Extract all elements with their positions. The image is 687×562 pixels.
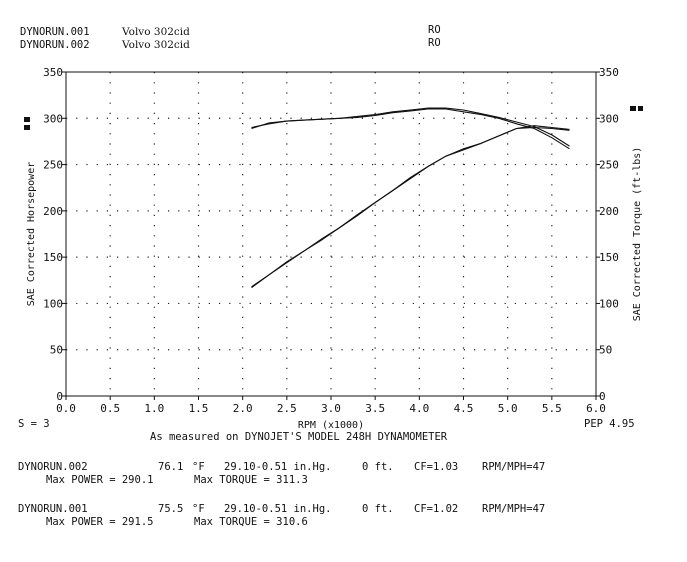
series-line-1 [251, 126, 570, 288]
run-temp: 76.1 [158, 461, 184, 473]
x-tick-label: 2.5 [277, 402, 297, 415]
run-alt: 0 ft. [362, 503, 394, 515]
series-line-2 [251, 108, 570, 150]
measured-on-label: As measured on DYNOJET'S MODEL 248H DYNA… [150, 431, 448, 443]
y-tick-label-right: 50 [599, 344, 612, 357]
x-tick-label: 5.0 [498, 402, 518, 415]
x-tick-label: 2.0 [233, 402, 253, 415]
y-tick-label-right: 350 [599, 66, 619, 79]
legend-marker-right [630, 106, 636, 111]
run-temp-unit: °F [192, 461, 205, 473]
x-tick-label: 1.0 [144, 402, 164, 415]
run-temp: 75.5 [158, 503, 184, 515]
y-tick-label-right: 100 [599, 297, 619, 310]
x-tick-label: 3.0 [321, 402, 341, 415]
series-line-3 [251, 107, 570, 147]
run-cf: CF=1.02 [414, 503, 459, 515]
y-tick-label-left: 350 [43, 66, 63, 79]
y-tick-label-right: 250 [599, 159, 619, 172]
run-file: DYNORUN.002 [18, 461, 88, 473]
run-max-power: Max POWER = 291.5 [46, 516, 154, 528]
x-ticks: 0.0 0.5 1.0 1.5 2.0 2.5 3.0 3.5 4.0 4.5 5.0 5.5 6.0 [56, 396, 606, 415]
y-tick-label-left: 100 [43, 297, 63, 310]
run2-name-label: Volvo 302cid [122, 39, 190, 51]
run-rpm-mph: RPM/MPH=47 [482, 503, 546, 515]
legend-marker-left [24, 117, 30, 122]
y-tick-label-left: 50 [50, 344, 63, 357]
y-tick-label-left: 200 [43, 205, 63, 218]
pep-label: PEP 4.95 [584, 418, 635, 430]
run1-tag-label: RO [428, 24, 441, 36]
y-tick-label-left: 300 [43, 112, 63, 125]
run-rpm-mph: RPM/MPH=47 [482, 461, 546, 473]
run2-tag-label: RO [428, 37, 441, 49]
run-alt: 0 ft. [362, 461, 394, 473]
run1-file-label: DYNORUN.001 [20, 26, 90, 38]
y-tick-label-right: 200 [599, 205, 619, 218]
smoothing-label: S = 3 [18, 418, 50, 430]
run-file: DYNORUN.001 [18, 503, 88, 515]
x-tick-label: 6.0 [586, 402, 606, 415]
legend-marker-right [638, 106, 643, 111]
x-tick-label: 1.5 [189, 402, 209, 415]
x-tick-label: 4.5 [454, 402, 474, 415]
run1-name-label: Volvo 302cid [122, 26, 190, 38]
chart-series [251, 107, 570, 289]
run-temp-unit: °F [192, 503, 205, 515]
run2-file-label: DYNORUN.002 [20, 39, 90, 51]
run-max-torque: Max TORQUE = 311.3 [194, 474, 308, 486]
run-max-power: Max POWER = 290.1 [46, 474, 154, 486]
series-line-0 [251, 125, 570, 289]
x-tick-label: 5.5 [542, 402, 562, 415]
x-tick-label: 3.5 [365, 402, 385, 415]
y-tick-label-left: 250 [43, 159, 63, 172]
y-tick-label-right: 0 [599, 390, 606, 403]
y-ticks-right: 0 50 100 150 200 250 300 350 [596, 66, 619, 403]
dyno-chart: 0 50 100 150 200 250 300 350 0 50 100 150 200 250 300… [24, 66, 643, 431]
run-max-torque: Max TORQUE = 310.6 [194, 516, 308, 528]
x-tick-label: 4.0 [409, 402, 429, 415]
legend-marker-left [24, 125, 30, 130]
y-tick-label-right: 300 [599, 112, 619, 125]
run-baro: 29.10-0.51 in.Hg. [224, 461, 332, 473]
y-axis-label-left: SAE Corrected Horsepower [26, 162, 37, 307]
run-cf: CF=1.03 [414, 461, 459, 473]
y-ticks-left: 0 50 100 150 200 250 300 350 [43, 66, 66, 403]
x-axis-label: RPM (x1000) [298, 420, 364, 431]
y-axis-label-right: SAE Corrected Torque (ft-lbs) [632, 147, 643, 322]
y-tick-label-right: 150 [599, 251, 619, 264]
run-baro: 29.10-0.51 in.Hg. [224, 503, 332, 515]
y-tick-label-left: 0 [56, 390, 63, 403]
y-tick-label-left: 150 [43, 251, 63, 264]
x-tick-label: 0.0 [56, 402, 76, 415]
x-tick-label: 0.5 [100, 402, 120, 415]
